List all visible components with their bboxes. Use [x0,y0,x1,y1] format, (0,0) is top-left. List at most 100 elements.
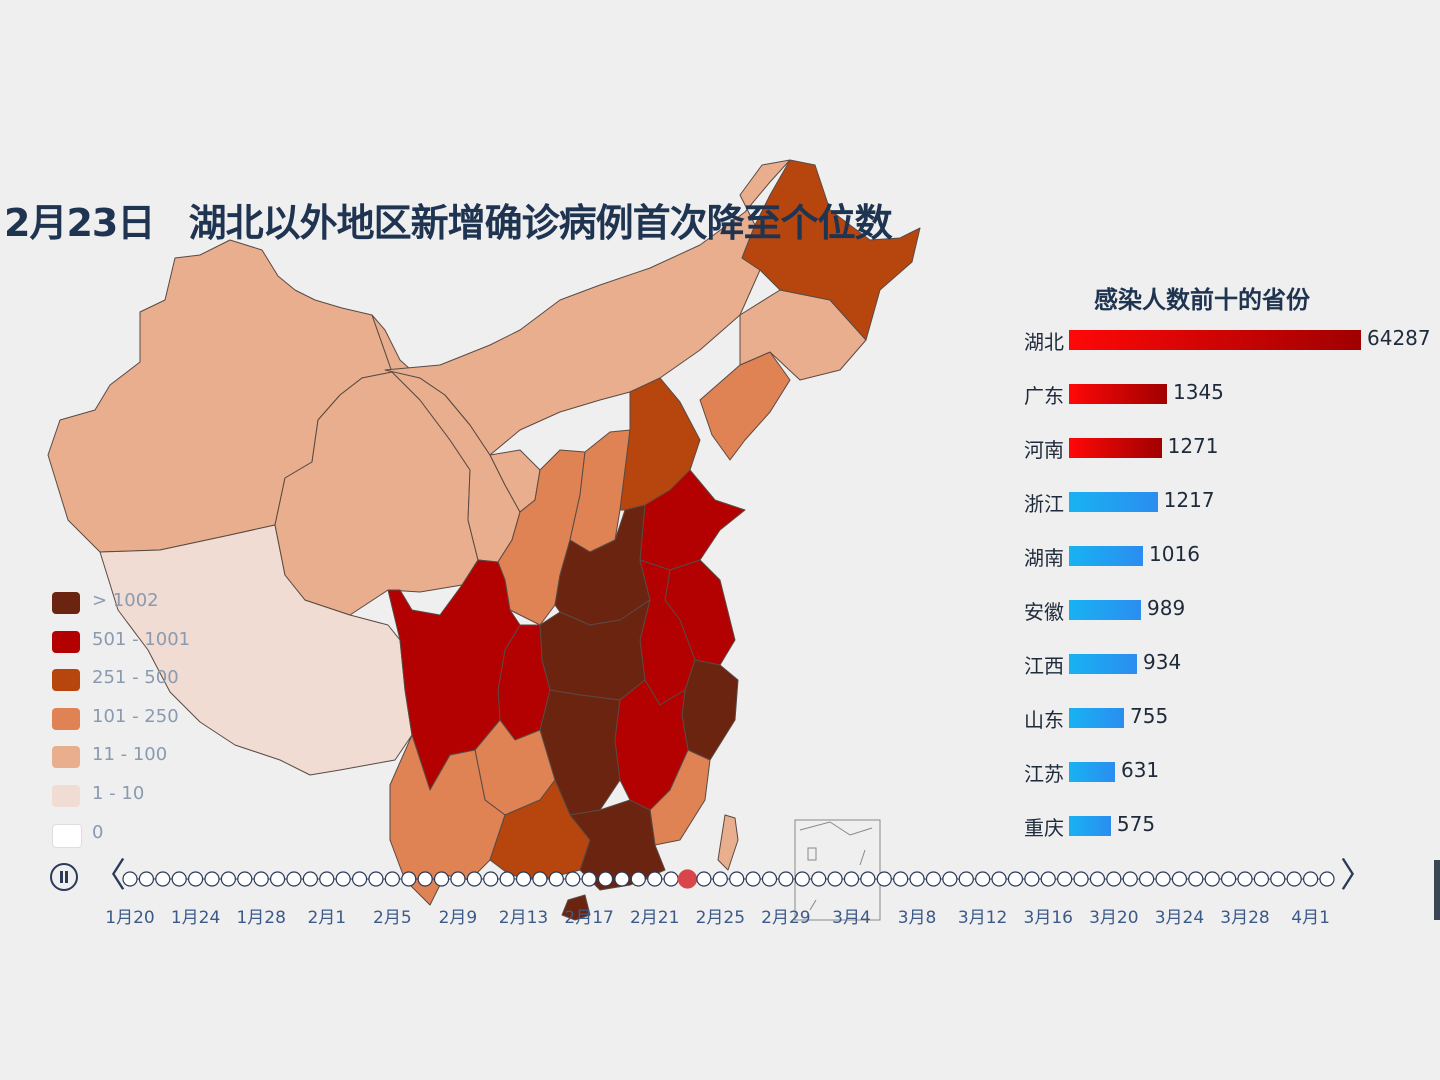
timeline-dot[interactable] [761,871,778,887]
timeline-dot[interactable] [1139,871,1155,887]
timeline-dot[interactable] [696,871,712,887]
timeline-dot[interactable] [876,871,892,887]
timeline-dot[interactable] [1040,871,1056,887]
timeline-dot[interactable] [991,871,1007,887]
timeline-dot[interactable] [1073,871,1089,887]
timeline-dot[interactable] [794,871,810,887]
timeline-dot[interactable] [860,871,876,887]
timeline-dot[interactable] [269,871,286,887]
region-zhejiang[interactable] [681,659,739,761]
timeline-dot[interactable] [1122,871,1138,887]
timeline-dot[interactable] [1319,871,1335,887]
region-liaoning[interactable] [699,351,791,461]
timeline-dot[interactable] [1237,871,1253,887]
timeline-dot[interactable] [1270,871,1286,887]
timeline-dot[interactable] [1106,871,1122,887]
bar [1069,600,1142,620]
timeline-dot[interactable] [647,871,663,887]
timeline-dot[interactable] [1286,871,1302,887]
timeline-dot[interactable] [1221,871,1237,887]
timeline-dot[interactable] [1188,871,1204,887]
region-taiwan[interactable] [717,814,739,871]
timeline-dot[interactable] [319,871,335,887]
timeline-dot[interactable] [843,871,860,887]
region-fujian[interactable] [649,749,711,846]
timeline-dot[interactable] [401,871,417,887]
timeline-dot[interactable] [417,871,433,887]
bar [1069,438,1162,458]
timeline-dot[interactable] [384,871,400,887]
timeline-dot[interactable] [565,871,581,887]
timeline-dot[interactable] [204,871,220,887]
timeline-dot[interactable] [253,871,269,887]
timeline-dot[interactable] [335,871,351,887]
timeline-current-marker[interactable] [677,869,698,889]
timeline-dot[interactable] [433,871,450,887]
timeline-dot[interactable] [925,871,942,887]
timeline-dot[interactable] [1024,871,1040,887]
timeline-tick-label: 2月17 [564,908,614,928]
timeline-dot[interactable] [302,871,318,887]
timeline-dot[interactable] [663,871,679,887]
timeline-tick-label: 3月20 [1089,908,1139,928]
region-hainan[interactable] [561,894,591,921]
bar-label: 江西 [1024,654,1064,678]
timeline-dot[interactable] [499,871,515,887]
timeline-dot[interactable] [122,871,138,887]
timeline-dot[interactable] [1303,871,1319,887]
timeline-dot[interactable] [893,871,909,887]
timeline-dot[interactable] [1057,871,1073,887]
timeline-dot[interactable] [237,871,253,887]
timeline-dot[interactable] [1253,871,1270,887]
timeline-dot[interactable] [1089,871,1106,887]
bar-value: 575 [1116,812,1156,836]
timeline-dot[interactable] [1007,871,1024,887]
timeline-dot[interactable] [909,871,925,887]
timeline-dot[interactable] [729,871,745,887]
timeline-dot[interactable] [712,871,728,887]
timeline-dot[interactable] [187,871,204,887]
timeline-dot[interactable] [548,871,564,887]
timeline-dot[interactable] [630,871,646,887]
region-shanxi[interactable] [569,429,631,553]
timeline-dot[interactable] [450,871,466,887]
bar-label: 浙江 [1024,492,1064,516]
timeline-dot[interactable] [351,871,368,887]
timeline-tick-label: 3月12 [957,908,1008,928]
timeline-dot[interactable] [958,871,974,887]
timeline-dot[interactable] [778,871,794,887]
timeline-dot[interactable] [827,871,843,887]
timeline-dot[interactable] [1204,871,1220,887]
timeline-dot[interactable] [532,871,548,887]
timeline-dot[interactable] [975,871,991,887]
legend-swatch [52,669,80,692]
timeline-prev-arrow[interactable]: 〈 [92,856,126,896]
timeline-dot[interactable] [811,871,827,887]
timeline-dot[interactable] [581,871,597,887]
timeline-dot[interactable] [171,871,187,887]
pause-button[interactable] [50,863,78,891]
legend-swatch [52,746,80,769]
region-heilongjiang[interactable] [741,159,921,341]
timeline-dot[interactable] [597,871,614,887]
timeline-dot[interactable] [942,871,958,887]
timeline-dot[interactable] [1155,871,1171,887]
timeline-dot[interactable] [155,871,171,887]
headline-date: 2月23日 [4,201,155,245]
timeline-dot[interactable] [286,871,302,887]
timeline-next-arrow[interactable]: 〉 [1340,856,1374,896]
bar-value: 631 [1120,758,1160,782]
region-guangdong[interactable] [569,799,666,891]
timeline-tick-label: 2月1 [307,908,347,928]
timeline-dot[interactable] [466,871,482,887]
timeline-dot[interactable] [1171,871,1188,887]
timeline-dot[interactable] [220,871,236,887]
legend-swatch [52,592,80,614]
bar [1069,654,1138,674]
timeline-dot[interactable] [745,871,761,887]
timeline-dot[interactable] [368,871,384,887]
timeline-dot[interactable] [483,871,499,887]
timeline-dot[interactable] [614,871,630,887]
timeline-dot[interactable] [515,871,532,887]
timeline-dot[interactable] [138,871,154,887]
